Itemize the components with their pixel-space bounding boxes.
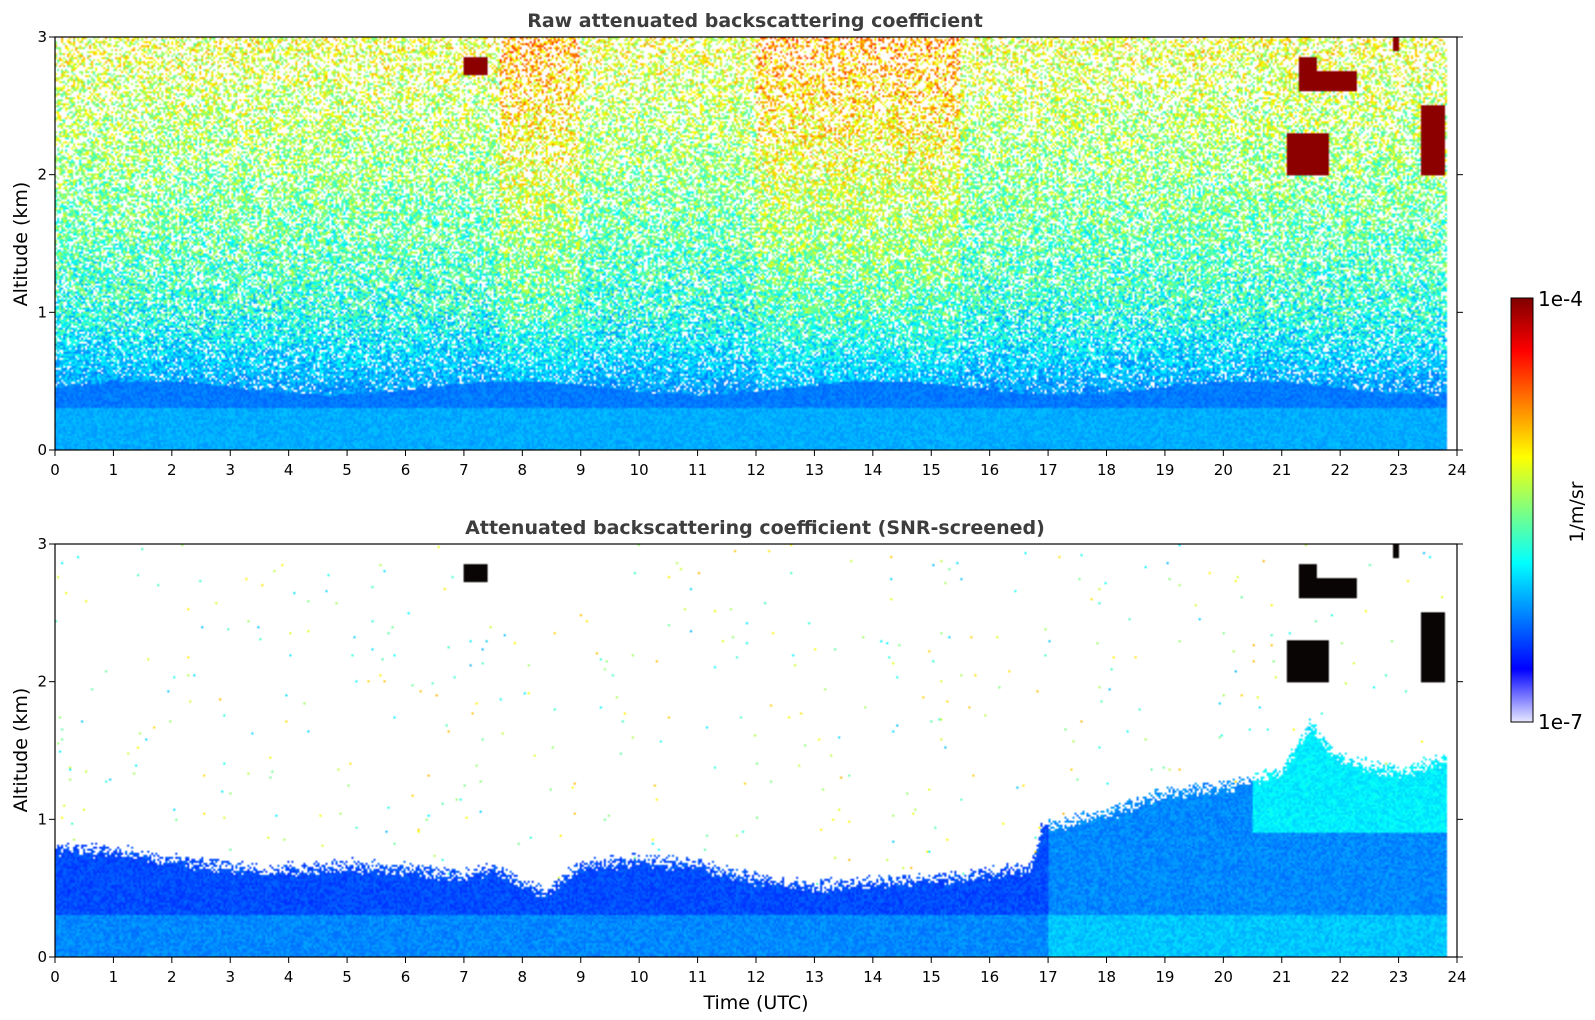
- x-tick-label: 5: [342, 968, 352, 986]
- x-tick-label: 17: [1039, 461, 1058, 479]
- panel-screened-x-ticks: 0 1 2 3 4 5 6 7 8 9 10 11 12 13 14 15 16 17 18 19 20 21 22 23 24: [50, 957, 1467, 986]
- x-tick-label: 4: [284, 968, 294, 986]
- y-tick-label: 0: [37, 441, 47, 459]
- x-tick-label: 23: [1389, 461, 1408, 479]
- panel-raw: Raw attenuated backscattering coefficien…: [10, 10, 1467, 479]
- x-tick-label: 10: [630, 968, 649, 986]
- x-tick-label: 15: [922, 968, 941, 986]
- x-tick-label: 0: [50, 968, 60, 986]
- x-axis-label: Time (UTC): [702, 992, 808, 1014]
- x-tick-label: 21: [1272, 968, 1291, 986]
- x-tick-label: 3: [225, 968, 235, 986]
- x-tick-label: 13: [805, 461, 824, 479]
- colorbar-max-label: 1e-4: [1538, 287, 1583, 311]
- y-tick-label: 2: [37, 673, 47, 691]
- x-tick-label: 14: [863, 461, 882, 479]
- x-tick-label: 20: [1214, 968, 1233, 986]
- x-tick-label: 11: [688, 968, 707, 986]
- panel-raw-title: Raw attenuated backscattering coefficien…: [527, 10, 983, 32]
- x-tick-label: 15: [922, 461, 941, 479]
- panel-raw-heatmap: [55, 37, 1457, 450]
- colorbar: 1e-4 1e-7 1/m/sr: [1510, 287, 1588, 734]
- x-tick-label: 17: [1039, 968, 1058, 986]
- x-tick-label: 2: [167, 968, 177, 986]
- x-tick-label: 14: [863, 968, 882, 986]
- y-tick-label: 1: [37, 303, 47, 321]
- x-tick-label: 9: [576, 461, 586, 479]
- x-tick-label: 18: [1097, 461, 1116, 479]
- x-tick-label: 8: [518, 461, 528, 479]
- x-tick-label: 24: [1447, 461, 1466, 479]
- x-tick-label: 21: [1272, 461, 1291, 479]
- x-tick-label: 7: [459, 461, 469, 479]
- x-tick-label: 8: [518, 968, 528, 986]
- x-tick-label: 10: [630, 461, 649, 479]
- colorbar-unit-label: 1/m/sr: [1566, 481, 1588, 542]
- x-tick-label: 22: [1331, 461, 1350, 479]
- y-tick-label: 0: [37, 948, 47, 966]
- y-tick-label: 3: [37, 535, 47, 553]
- x-tick-label: 5: [342, 461, 352, 479]
- x-tick-label: 11: [688, 461, 707, 479]
- x-tick-label: 19: [1155, 968, 1174, 986]
- panel-screened-y-axis-label: Altitude (km): [10, 688, 32, 813]
- x-tick-label: 2: [167, 461, 177, 479]
- colorbar-min-label: 1e-7: [1538, 710, 1583, 734]
- x-tick-label: 19: [1155, 461, 1174, 479]
- x-tick-label: 12: [746, 968, 765, 986]
- y-tick-label: 1: [37, 810, 47, 828]
- x-tick-label: 12: [746, 461, 765, 479]
- x-tick-label: 18: [1097, 968, 1116, 986]
- x-tick-label: 20: [1214, 461, 1233, 479]
- panel-screened-heatmap: [55, 544, 1457, 957]
- x-tick-label: 9: [576, 968, 586, 986]
- panel-raw-y-axis-label: Altitude (km): [10, 182, 32, 307]
- x-tick-label: 6: [401, 968, 411, 986]
- x-tick-label: 6: [401, 461, 411, 479]
- y-tick-label: 2: [37, 166, 47, 184]
- x-tick-label: 0: [50, 461, 60, 479]
- x-tick-label: 16: [980, 968, 999, 986]
- x-tick-label: 22: [1331, 968, 1350, 986]
- panel-raw-y-ticks: 0 1 2 3: [37, 28, 1463, 459]
- x-tick-label: 7: [459, 968, 469, 986]
- panel-screened: Attenuated backscattering coefficient (S…: [10, 517, 1467, 1014]
- x-tick-label: 3: [225, 461, 235, 479]
- colorbar-gradient: [1510, 297, 1534, 723]
- x-tick-label: 4: [284, 461, 294, 479]
- x-tick-label: 1: [109, 968, 119, 986]
- x-tick-label: 24: [1447, 968, 1466, 986]
- panel-screened-y-ticks: 0 1 2 3: [37, 535, 1463, 966]
- panel-screened-title: Attenuated backscattering coefficient (S…: [465, 517, 1045, 539]
- x-tick-label: 13: [805, 968, 824, 986]
- x-tick-label: 16: [980, 461, 999, 479]
- x-tick-label: 23: [1389, 968, 1408, 986]
- x-tick-label: 1: [109, 461, 119, 479]
- y-tick-label: 3: [37, 28, 47, 46]
- panel-raw-x-ticks: 0 1 2 3 4 5 6 7 8 9 10 11 12 13 14 15 16 17 18 19 20 21 22 23 24: [50, 450, 1467, 479]
